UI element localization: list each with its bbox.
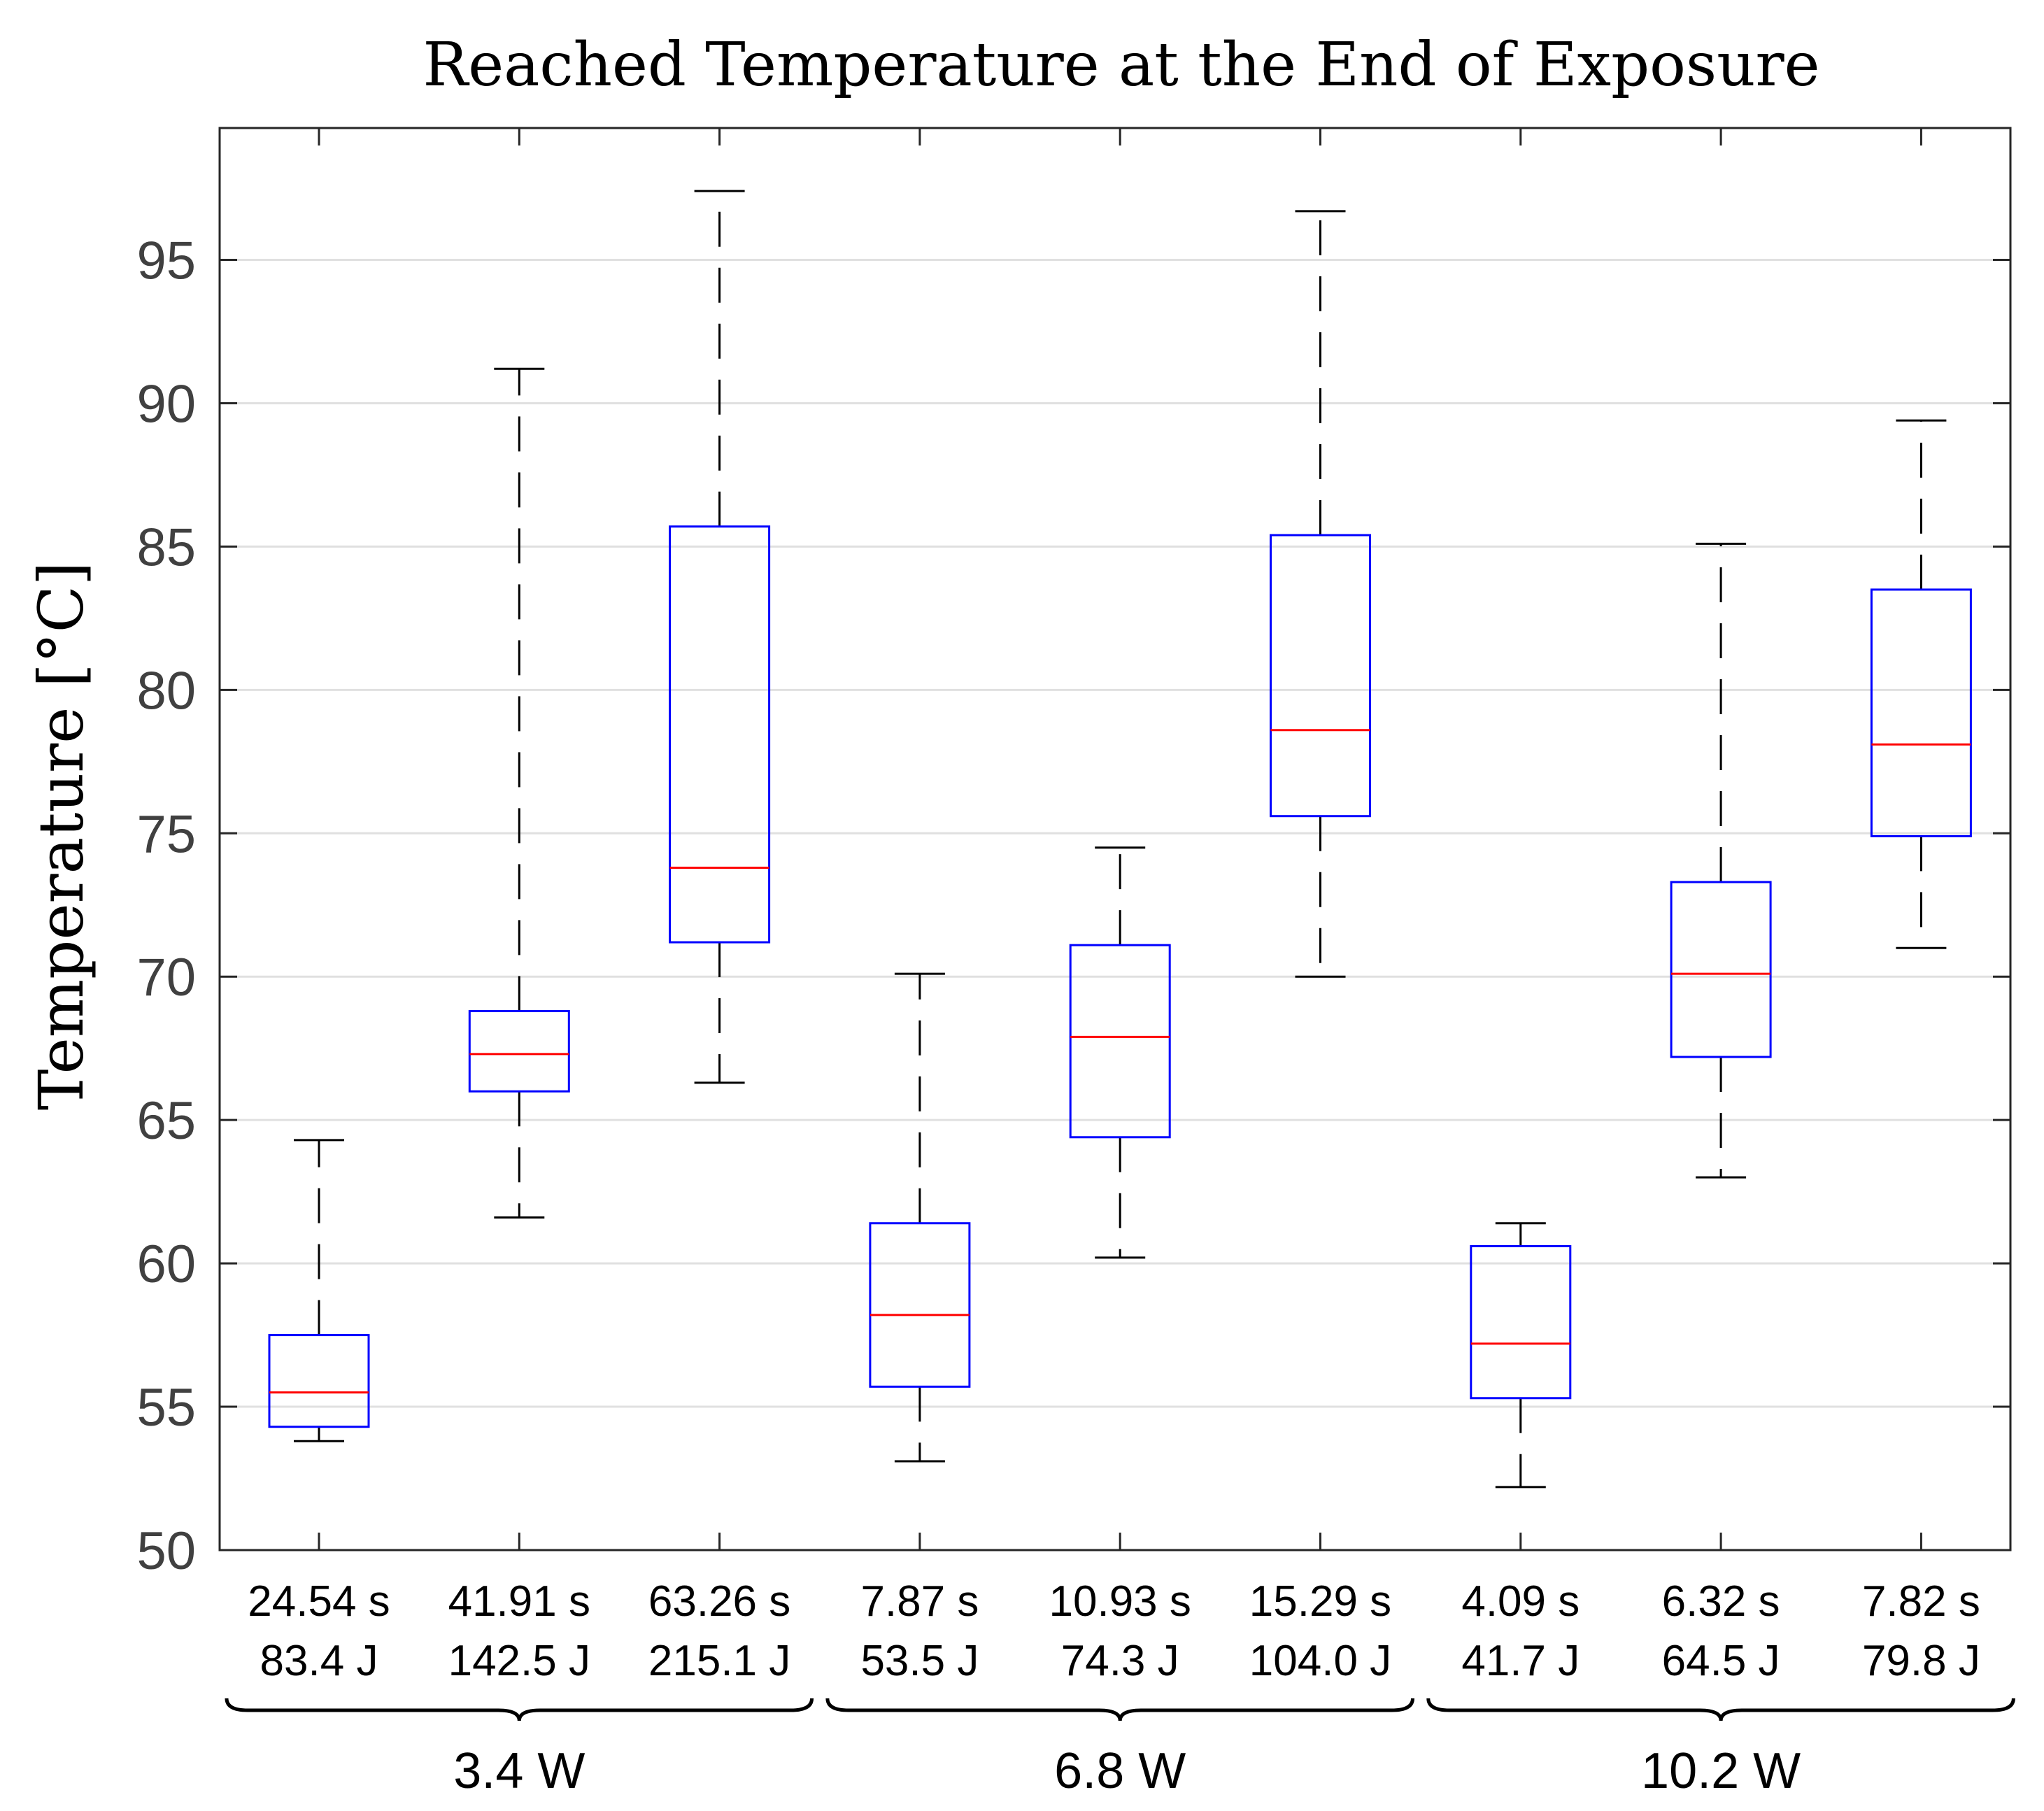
iqr-box <box>468 1009 570 1093</box>
box-category-3 <box>669 190 771 1084</box>
category-energy-label: 41.7 J <box>1461 1637 1580 1685</box>
iqr-box <box>1069 944 1171 1139</box>
group-label: 10.2 W <box>1641 1743 1801 1799</box>
iqr-box <box>268 1334 370 1428</box>
iqr-box <box>869 1222 971 1388</box>
y-tick-label: 60 <box>136 1235 196 1294</box>
group-brace <box>825 1698 1414 1721</box>
iqr-box <box>1470 1245 1572 1400</box>
category-energy-label: 142.5 J <box>448 1637 590 1685</box>
category-time-label: 24.54 s <box>248 1577 390 1626</box>
box-category-8 <box>1670 542 1772 1179</box>
box-category-7 <box>1470 1222 1572 1489</box>
y-tick-label: 85 <box>136 518 196 577</box>
plot-area-frame <box>218 127 2012 1551</box>
category-time-label: 4.09 s <box>1461 1577 1580 1626</box>
y-tick-label: 80 <box>136 661 196 720</box>
category-time-label: 7.82 s <box>1862 1577 1980 1626</box>
y-tick-label: 90 <box>136 374 196 434</box>
category-time-label: 15.29 s <box>1249 1577 1391 1626</box>
box-category-1 <box>268 1139 370 1442</box>
iqr-box <box>1270 534 1371 818</box>
box-category-4 <box>869 972 971 1463</box>
y-tick-label: 70 <box>136 948 196 1007</box>
y-axis-label: Temperature [°C] <box>25 562 97 1110</box>
category-energy-label: 83.4 J <box>260 1637 378 1685</box>
box-category-5 <box>1069 846 1171 1259</box>
group-annotations: 3.4 W 6.8 W 10.2 W <box>225 1698 2015 1799</box>
axis-ticks <box>220 128 2010 1551</box>
category-time-label: 41.91 s <box>448 1577 590 1626</box>
y-tick-label: 50 <box>136 1521 196 1581</box>
y-tick-label: 75 <box>136 804 196 864</box>
iqr-box <box>1670 881 1772 1058</box>
category-time-label: 6.32 s <box>1662 1577 1780 1626</box>
category-energy-label: 104.0 J <box>1249 1637 1391 1685</box>
box-category-9 <box>1870 419 1972 949</box>
category-energy-label: 74.3 J <box>1061 1637 1179 1685</box>
y-tick-label: 65 <box>136 1091 196 1151</box>
axis-labels: 50 55 60 65 70 75 80 85 90 95 24.54 s 83.4 J 41.91 s… <box>136 232 1980 1685</box>
group-brace <box>1426 1698 2015 1721</box>
category-energy-label: 215.1 J <box>648 1637 790 1685</box>
y-tick-label: 95 <box>136 232 196 291</box>
category-time-label: 10.93 s <box>1049 1577 1191 1626</box>
y-tick-label: 55 <box>136 1378 196 1437</box>
iqr-box <box>669 525 771 944</box>
box-category-6 <box>1270 210 1371 978</box>
category-time-label: 7.87 s <box>860 1577 979 1626</box>
category-energy-label: 53.5 J <box>860 1637 979 1685</box>
group-label: 3.4 W <box>453 1743 585 1799</box>
box-category-2 <box>468 367 570 1219</box>
group-label: 6.8 W <box>1054 1743 1186 1799</box>
iqr-box <box>1870 588 1972 837</box>
boxes <box>268 190 1972 1489</box>
group-brace <box>225 1698 814 1721</box>
category-energy-label: 79.8 J <box>1862 1637 1980 1685</box>
category-time-label: 63.26 s <box>648 1577 790 1626</box>
category-energy-label: 64.5 J <box>1662 1637 1780 1685</box>
grid-lines <box>220 259 2010 1408</box>
chart-title: Reached Temperature at the End of Exposu… <box>423 30 1820 100</box>
